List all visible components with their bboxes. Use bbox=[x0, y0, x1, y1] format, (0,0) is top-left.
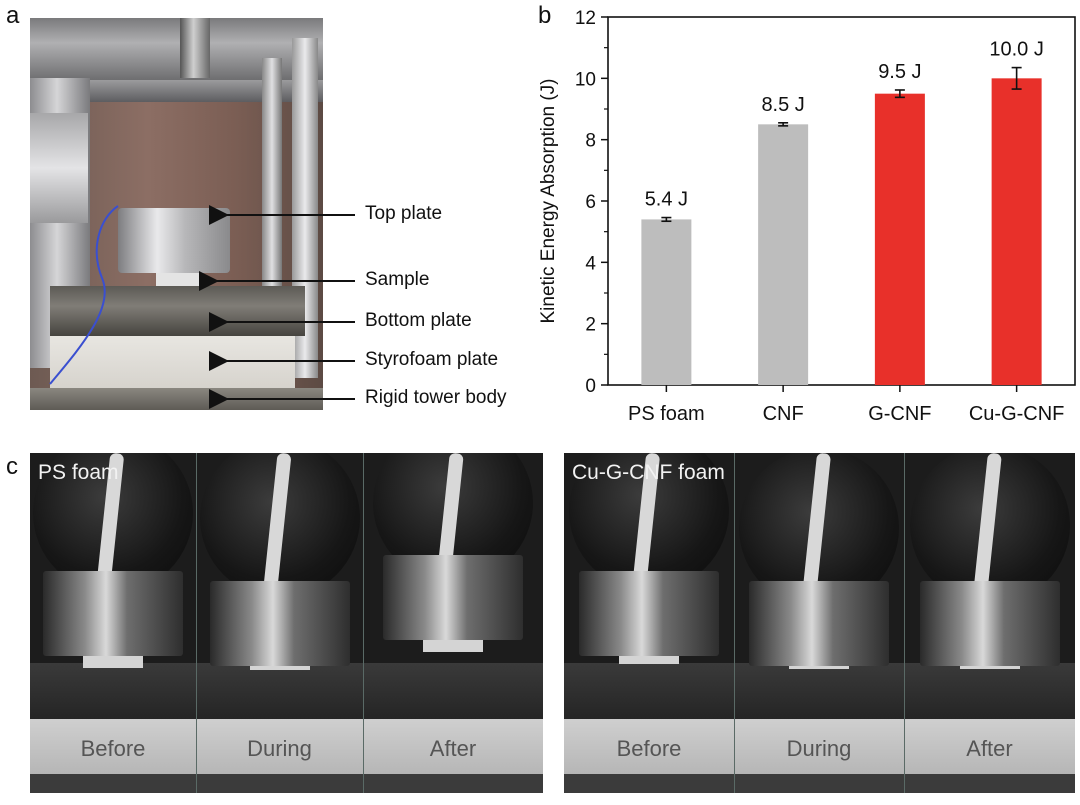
y-axis-label: Kinetic Energy Absorption (J) bbox=[538, 78, 559, 323]
tower-base bbox=[30, 388, 323, 410]
frame-label: After bbox=[429, 736, 477, 761]
foam-sample bbox=[619, 656, 679, 664]
foam-sample bbox=[959, 666, 1020, 669]
cu-g-cnf-frame-strip: After During Before Cu-G-CNF foam bbox=[564, 453, 1075, 793]
frame-styro bbox=[734, 719, 904, 774]
impact-frame-before: Before bbox=[30, 453, 197, 793]
sensor-cable bbox=[49, 205, 119, 385]
frame-styro bbox=[363, 719, 543, 774]
x-tick-label: G-CNF bbox=[868, 403, 931, 425]
callout-arrows bbox=[199, 205, 355, 409]
top-plate-cylinder bbox=[43, 571, 183, 656]
frame-label: During bbox=[786, 736, 852, 761]
panel-label-a: a bbox=[6, 2, 20, 29]
cu-g-cnf-strip-title: Cu-G-CNF foam bbox=[572, 461, 725, 484]
foam-sample bbox=[249, 666, 310, 670]
y-tick-label: 4 bbox=[585, 253, 596, 274]
callout-sample: Sample bbox=[365, 269, 430, 290]
frame-plate bbox=[196, 663, 363, 719]
sample-block bbox=[156, 273, 201, 287]
data-label: 10.0 J bbox=[989, 39, 1043, 61]
frame-plate bbox=[30, 663, 196, 719]
top-plate-cylinder bbox=[919, 581, 1060, 666]
frame-plate bbox=[564, 663, 734, 719]
frame-styro bbox=[30, 719, 196, 774]
frame-styro bbox=[196, 719, 363, 774]
frame-floor bbox=[734, 774, 904, 793]
callout-rigid-tower-body: Rigid tower body bbox=[365, 387, 507, 408]
top-plate-cylinder bbox=[383, 555, 523, 640]
impact-frame-after: After bbox=[363, 453, 543, 793]
tower-beam bbox=[30, 80, 323, 102]
bar bbox=[641, 219, 692, 385]
bar bbox=[874, 93, 925, 386]
top-plate-cylinder bbox=[209, 581, 350, 666]
frame-styro bbox=[564, 719, 734, 774]
y-tick-label: 2 bbox=[585, 315, 596, 336]
frame-plate bbox=[363, 663, 543, 719]
impact-frame-before: Before bbox=[564, 453, 735, 793]
ps-foam-strip-title: PS foam bbox=[38, 461, 119, 484]
foam-sample bbox=[83, 656, 143, 668]
foam-sample bbox=[789, 666, 849, 669]
drop-tower-photo bbox=[30, 18, 323, 410]
tower-rod bbox=[180, 18, 210, 78]
y-tick-label: 0 bbox=[585, 376, 596, 397]
frame-label: During bbox=[247, 736, 312, 761]
panel-label-c: c bbox=[6, 453, 18, 480]
frame-floor bbox=[564, 774, 734, 793]
frame-label: Before bbox=[80, 736, 146, 761]
x-tick-label: CNF bbox=[763, 403, 804, 425]
data-label: 9.5 J bbox=[878, 61, 921, 83]
y-tick-label: 12 bbox=[575, 8, 596, 29]
frame-plate bbox=[904, 663, 1075, 719]
top-plate-cylinder bbox=[579, 571, 719, 656]
frame-styro bbox=[904, 719, 1075, 774]
frame-floor bbox=[363, 774, 543, 793]
frame-label: After bbox=[966, 736, 1013, 761]
y-tick-label: 6 bbox=[585, 192, 596, 213]
frame-plate bbox=[734, 663, 904, 719]
top-plate-cylinder bbox=[749, 581, 889, 666]
impact-frame-during: During bbox=[196, 453, 364, 793]
impact-frame-during: During bbox=[734, 453, 905, 793]
bar bbox=[758, 124, 809, 385]
data-label: 5.4 J bbox=[645, 189, 688, 211]
frame-floor bbox=[196, 774, 363, 793]
callout-bottom-plate: Bottom plate bbox=[365, 310, 472, 331]
tower-weight-block bbox=[30, 113, 88, 223]
foam-sample bbox=[423, 640, 483, 652]
y-tick-label: 8 bbox=[585, 131, 596, 152]
frame-label: Before bbox=[616, 736, 682, 761]
ps-foam-frame-strip: After During Before PS foam bbox=[30, 453, 543, 793]
x-tick-label: PS foam bbox=[628, 403, 705, 425]
energy-absorption-chart: 0 2 4 6 8 10 12 Kinetic Energy Absorption (J) 5.… bbox=[538, 8, 1076, 425]
x-tick-label: Cu-G-CNF bbox=[969, 403, 1065, 425]
bar bbox=[991, 78, 1042, 385]
frame-floor bbox=[30, 774, 196, 793]
frame-floor bbox=[904, 774, 1075, 793]
y-tick-label: 10 bbox=[575, 69, 596, 90]
data-label: 8.5 J bbox=[761, 94, 804, 116]
impact-frame-after: After bbox=[904, 453, 1075, 793]
callout-styrofoam-plate: Styrofoam plate bbox=[365, 349, 499, 370]
panel-label-b: b bbox=[538, 2, 552, 29]
callout-top-plate: Top plate bbox=[365, 203, 443, 224]
